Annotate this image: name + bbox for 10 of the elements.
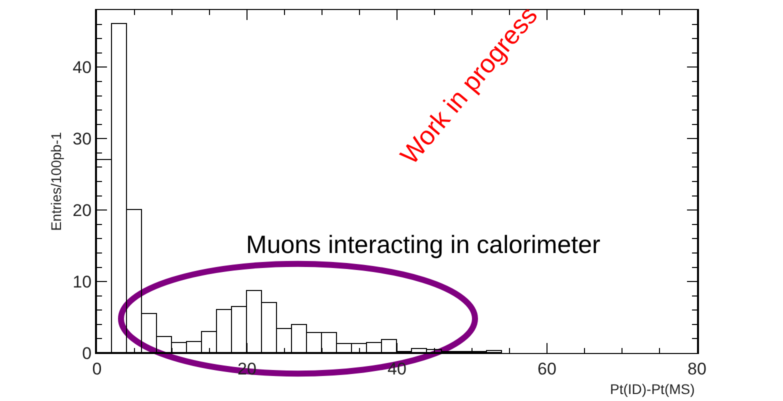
y-axis-title: Entries/100pb-1 [48,132,64,231]
y-tick-label: 10 [72,272,92,292]
x-tick-label: 80 [688,359,706,378]
annotation: Muons interacting in calorimeter [246,231,600,259]
x-axis-title: Pt(ID)-Pt(MS) [610,381,695,397]
y-tick-label: 30 [72,130,92,149]
y-tick-label: 20 [72,201,92,220]
y-tick-label: 0 [82,344,92,363]
y-tick-label: 40 [72,58,92,78]
x-tick-label: 60 [538,359,556,378]
